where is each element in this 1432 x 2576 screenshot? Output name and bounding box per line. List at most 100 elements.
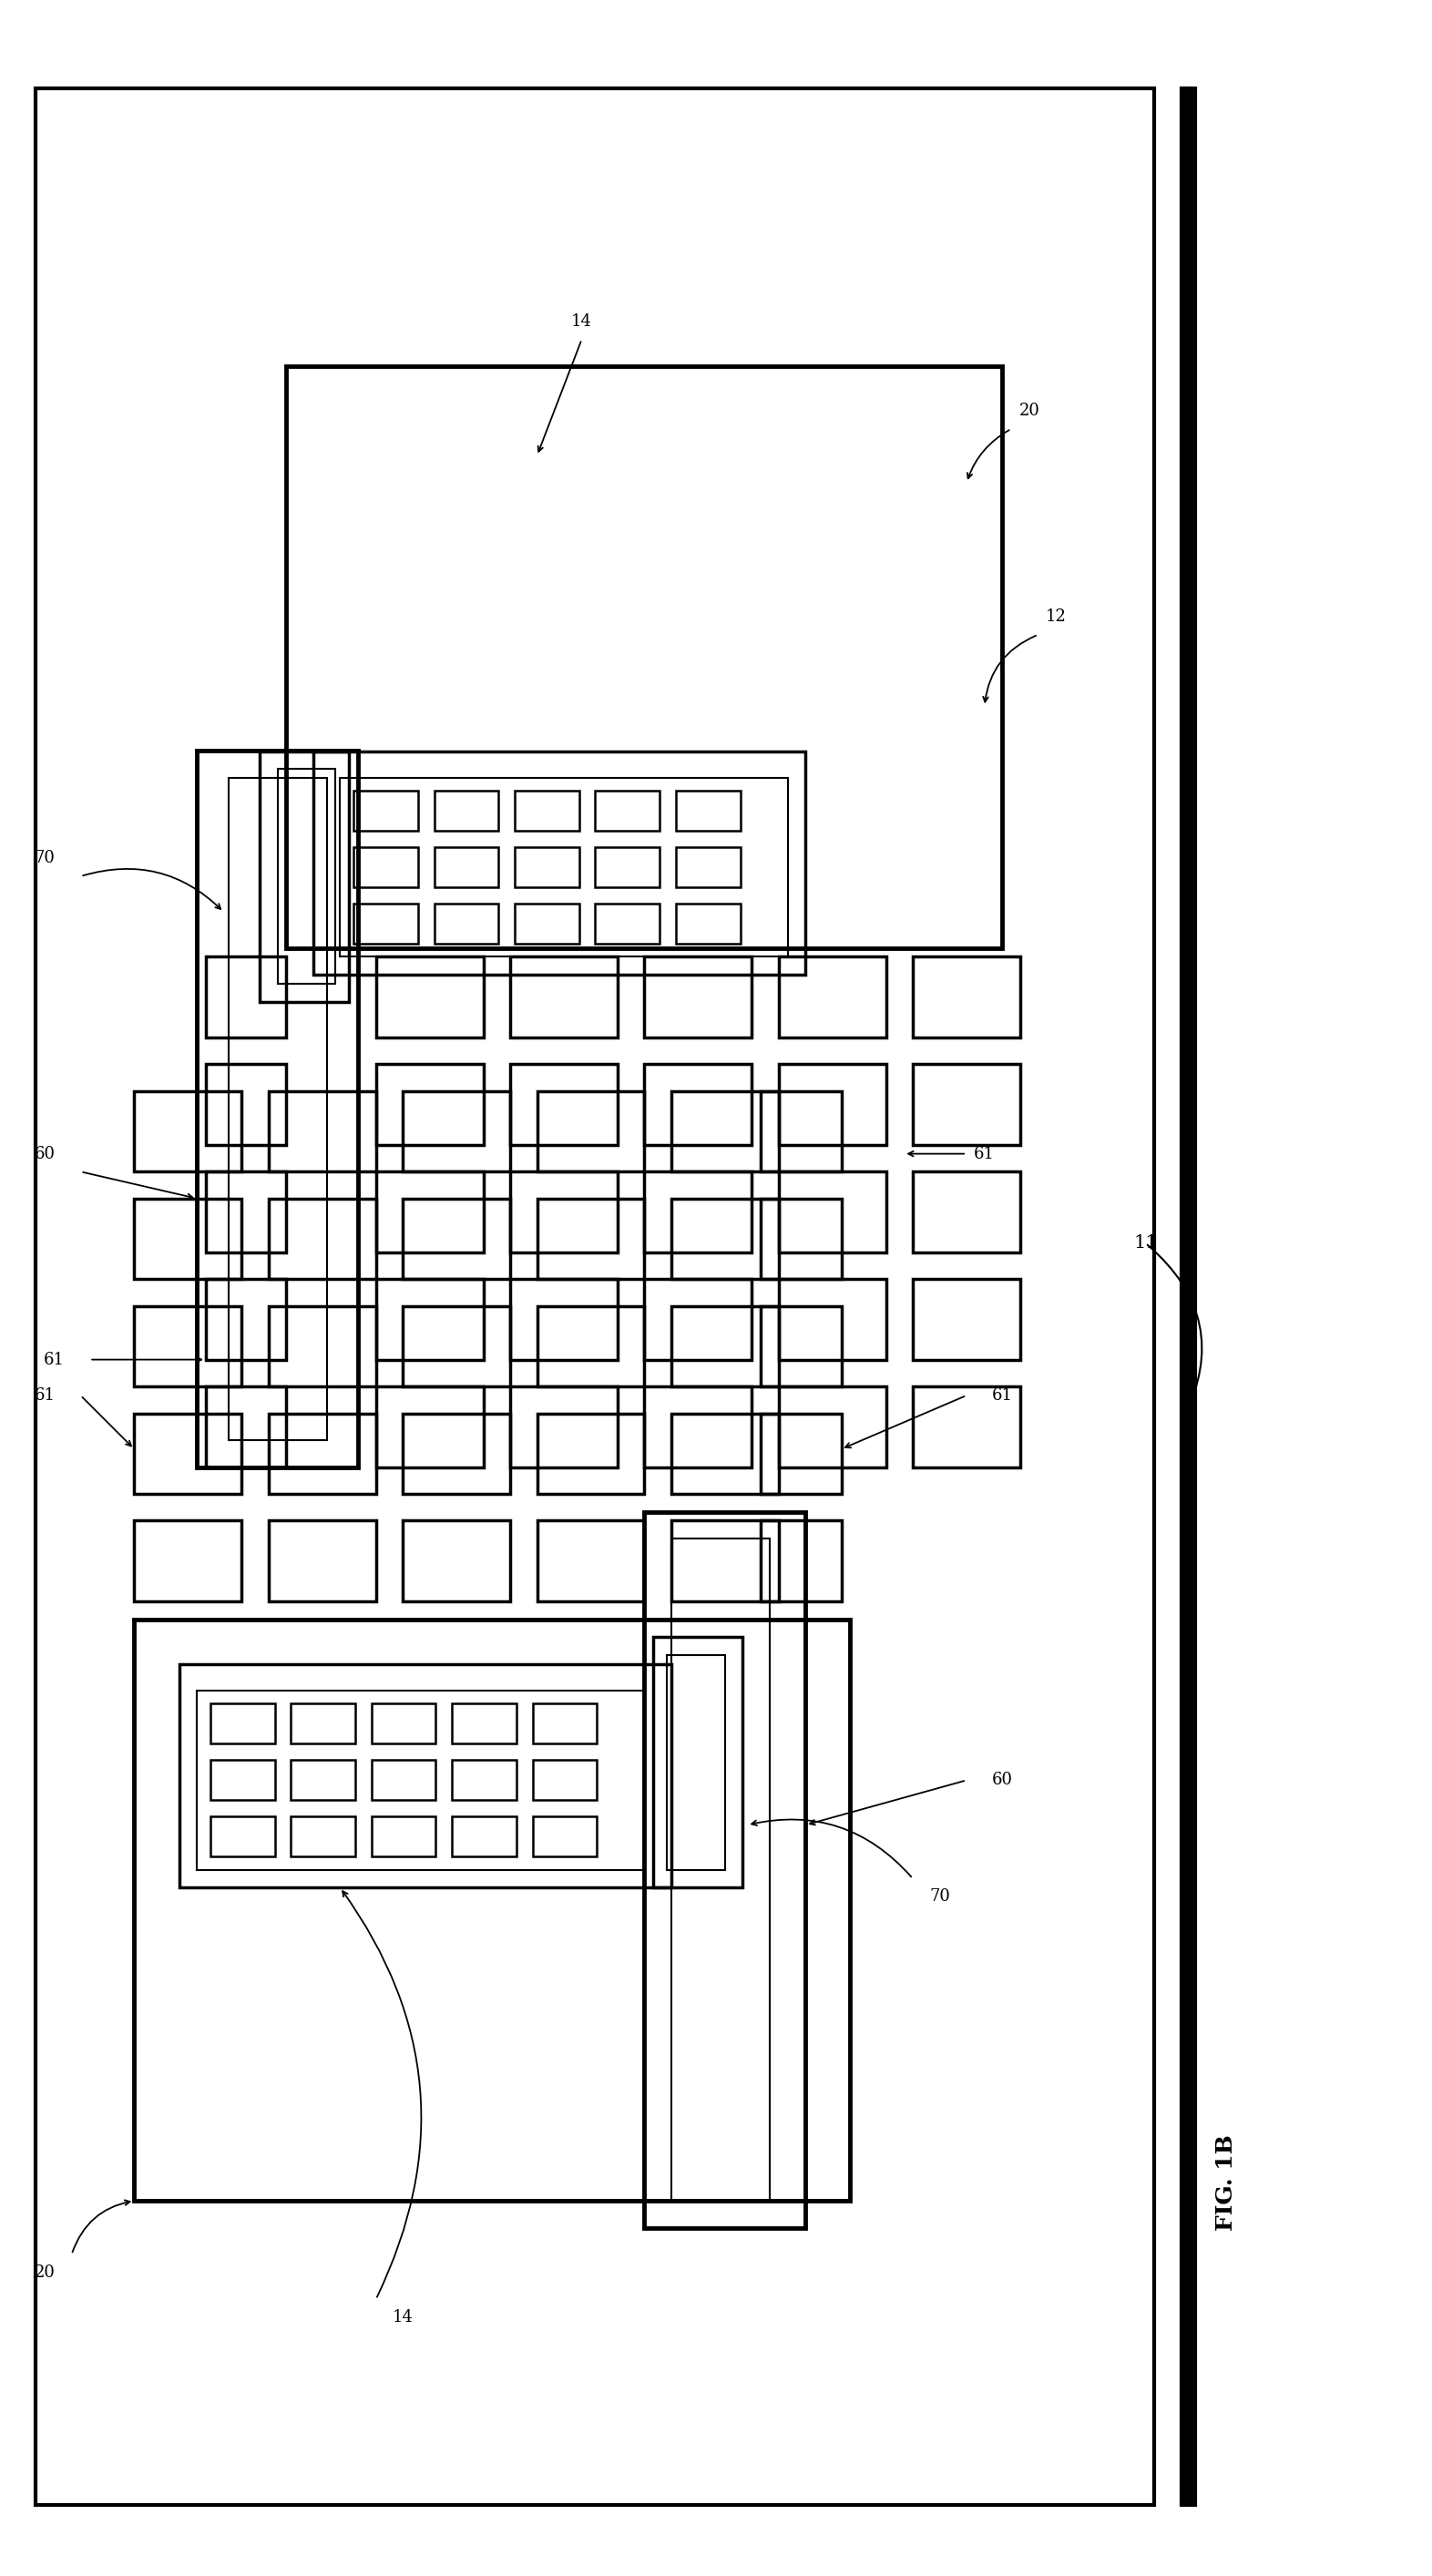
Bar	[211, 1703, 275, 1744]
Text: 61: 61	[974, 1146, 995, 1162]
Bar	[779, 956, 886, 1038]
Bar	[434, 791, 498, 829]
Bar	[402, 1198, 510, 1280]
Bar	[760, 1092, 842, 1172]
Bar	[371, 1703, 435, 1744]
Bar	[914, 1280, 1020, 1360]
Bar	[914, 956, 1020, 1038]
Bar	[667, 1654, 725, 1870]
Bar	[914, 1386, 1020, 1466]
Bar	[135, 1092, 242, 1172]
Bar	[211, 1816, 275, 1857]
Bar	[278, 768, 335, 984]
Bar	[206, 956, 286, 1038]
Bar	[672, 1092, 779, 1172]
Bar	[402, 1414, 510, 1494]
Bar	[135, 1620, 851, 2200]
Bar	[36, 88, 1154, 2504]
Bar	[371, 1759, 435, 1801]
Bar	[371, 1816, 435, 1857]
Text: 61: 61	[34, 1388, 56, 1404]
Bar	[228, 778, 326, 1440]
Text: 11: 11	[1133, 1234, 1158, 1252]
Text: FIG. 1B: FIG. 1B	[1216, 2136, 1237, 2231]
Bar	[402, 1520, 510, 1602]
Bar	[514, 904, 579, 943]
Bar	[377, 1386, 484, 1466]
Bar	[269, 1198, 377, 1280]
Bar	[676, 791, 740, 829]
Bar	[510, 1386, 617, 1466]
Bar	[537, 1414, 644, 1494]
Bar	[653, 1636, 743, 1888]
Bar	[672, 1538, 770, 2200]
Text: 70: 70	[929, 1888, 951, 1904]
Bar	[377, 956, 484, 1038]
Bar	[135, 1198, 242, 1280]
Bar	[644, 1172, 752, 1252]
Bar	[206, 1280, 286, 1360]
Text: 14: 14	[392, 2308, 414, 2326]
Bar	[760, 1520, 842, 1602]
Bar	[510, 1280, 617, 1360]
Bar	[269, 1092, 377, 1172]
Bar	[672, 1198, 779, 1280]
Bar	[354, 848, 418, 886]
Bar	[676, 848, 740, 886]
Bar	[434, 904, 498, 943]
Bar	[514, 791, 579, 829]
Text: 61: 61	[43, 1352, 64, 1368]
Bar	[135, 1306, 242, 1386]
Bar	[596, 791, 660, 829]
Bar	[644, 956, 752, 1038]
Bar	[779, 1280, 886, 1360]
Bar	[453, 1759, 517, 1801]
Bar	[644, 1064, 752, 1144]
Bar	[596, 848, 660, 886]
Bar	[453, 1816, 517, 1857]
Bar	[644, 1280, 752, 1360]
Bar	[596, 904, 660, 943]
Bar	[341, 778, 788, 956]
Bar	[779, 1172, 886, 1252]
Text: 20: 20	[1018, 402, 1040, 420]
Bar	[760, 1414, 842, 1494]
Text: 12: 12	[1045, 608, 1067, 626]
Bar	[537, 1520, 644, 1602]
Bar	[760, 1306, 842, 1386]
Bar	[914, 1172, 1020, 1252]
Bar	[377, 1172, 484, 1252]
Bar	[291, 1816, 355, 1857]
Bar	[644, 1386, 752, 1466]
Text: 20: 20	[34, 2264, 56, 2280]
Bar	[291, 1759, 355, 1801]
Bar	[533, 1816, 597, 1857]
Bar	[510, 956, 617, 1038]
Bar	[672, 1520, 779, 1602]
Bar	[533, 1703, 597, 1744]
Bar	[211, 1759, 275, 1801]
Bar	[537, 1306, 644, 1386]
Bar	[779, 1386, 886, 1466]
Bar	[377, 1064, 484, 1144]
Text: 60: 60	[992, 1772, 1012, 1788]
Text: 14: 14	[571, 314, 593, 330]
Bar	[434, 848, 498, 886]
Bar	[510, 1172, 617, 1252]
Bar	[354, 791, 418, 829]
Bar	[206, 1386, 286, 1466]
Bar	[269, 1414, 377, 1494]
Bar	[672, 1414, 779, 1494]
Bar	[453, 1703, 517, 1744]
Bar	[198, 752, 358, 1466]
Text: 60: 60	[34, 1146, 56, 1162]
Bar	[644, 1512, 805, 2228]
Bar	[672, 1306, 779, 1386]
Bar	[402, 1092, 510, 1172]
Bar	[377, 1280, 484, 1360]
Bar	[537, 1198, 644, 1280]
Bar	[135, 1414, 242, 1494]
Bar	[354, 904, 418, 943]
Text: 70: 70	[34, 850, 56, 866]
Bar	[1181, 88, 1194, 2504]
